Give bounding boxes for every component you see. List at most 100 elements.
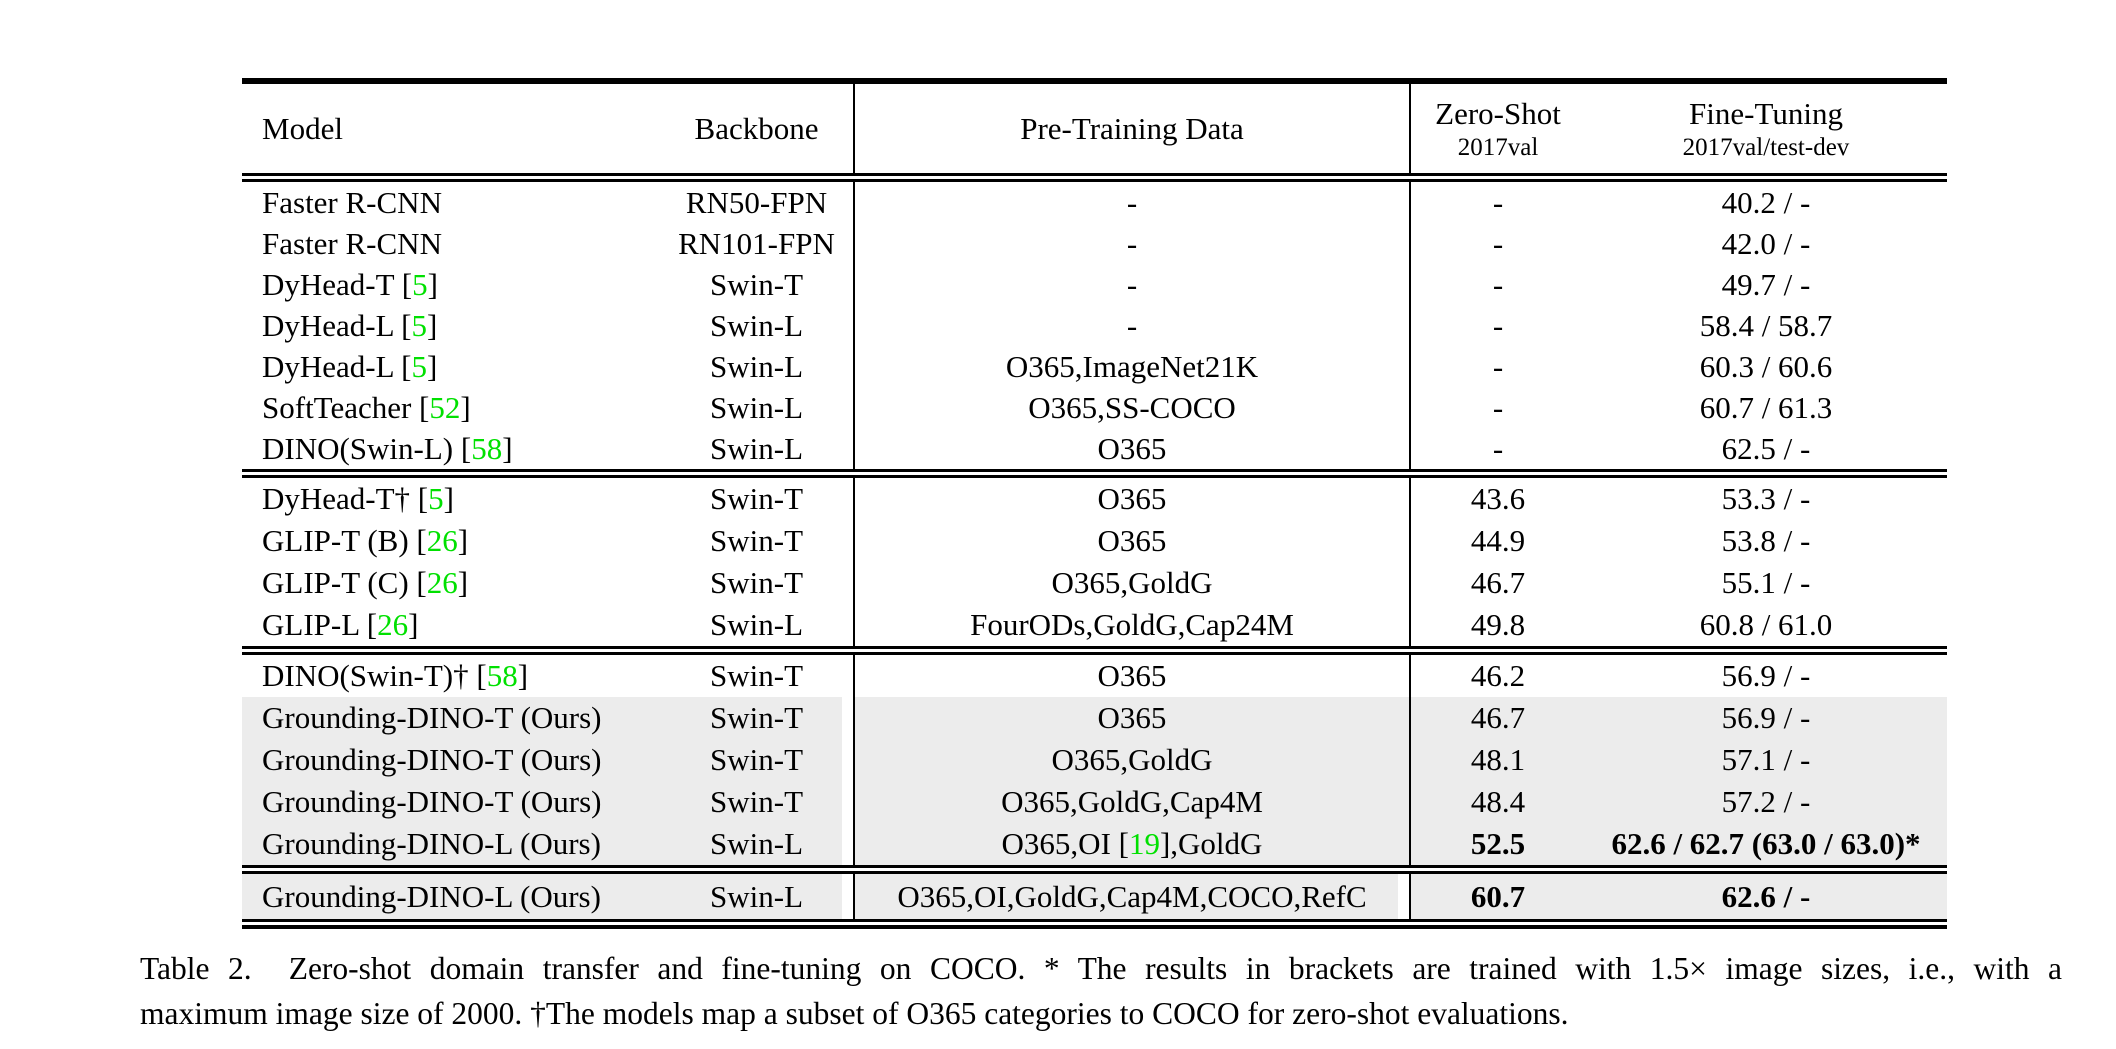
table-caption-line-2: maximum image size of 2000. †The models … <box>140 996 1569 1031</box>
cell-text: ] <box>457 523 469 558</box>
finetuning-cell: 49.7 / - <box>1585 264 1947 305</box>
cell-text: - <box>1492 266 1504 302</box>
section-separator-rule <box>242 646 1947 655</box>
pretraining-cell: O365,OI [19],GoldG <box>853 823 1409 865</box>
citation-ref: 5 <box>428 481 444 516</box>
backbone-cell: Swin-L <box>660 823 853 865</box>
table-row: Grounding-DINO-T (Ours) Swin-T O365,GoldG 4… <box>242 739 1947 781</box>
table-header-row: Model Backbone Pre-Training Data Zero-Sh… <box>242 84 1947 173</box>
cell-text: Grounding-DINO-T (Ours) <box>262 742 602 777</box>
cell-text: DyHead-L [ <box>262 348 412 384</box>
cell-text: ] <box>408 607 419 642</box>
pretraining-cell: - <box>853 182 1409 223</box>
citation-ref: 58 <box>471 430 503 466</box>
table-row: DINO(Swin-T)† [58] Swin-T O365 46.2 56.9 / - <box>242 655 1947 697</box>
citation-ref: 19 <box>1128 826 1160 861</box>
model-cell: DyHead-T† [5] <box>242 478 660 520</box>
cell-text: - <box>1492 389 1504 425</box>
zeroshot-cell: 44.9 <box>1409 520 1585 562</box>
pretraining-cell: O365,OI,GoldG,Cap4M,COCO,RefC <box>853 874 1409 919</box>
citation-ref: 5 <box>411 307 427 343</box>
cell-text: 55.1 / - <box>1721 565 1811 600</box>
zeroshot-cell: 46.2 <box>1409 655 1585 697</box>
model-cell: Grounding-DINO-T (Ours) <box>242 739 660 781</box>
pretraining-cell: O365,GoldG <box>853 562 1409 604</box>
cell-text: Swin-L <box>710 430 803 466</box>
cell-text: O365 <box>1097 700 1167 735</box>
finetuning-cell: 62.6 / - <box>1585 874 1947 919</box>
cell-text: GLIP-L [ <box>262 607 378 642</box>
cell-text: 62.5 / - <box>1721 430 1811 466</box>
cell-text: Swin-L <box>710 826 803 861</box>
cell-text: FourODs,GoldG,Cap24M <box>970 607 1294 642</box>
header-model: Model <box>262 110 343 146</box>
cell-text: Swin-T <box>710 658 803 693</box>
pretraining-cell: O365 <box>853 520 1409 562</box>
model-cell: GLIP-T (B) [26] <box>242 520 660 562</box>
header-backbone: Backbone <box>694 110 819 146</box>
cell-text: Swin-L <box>710 389 803 425</box>
cell-text: - <box>1126 307 1138 343</box>
cell-text: - <box>1126 266 1138 302</box>
backbone-cell: Swin-T <box>660 520 853 562</box>
cell-text: Swin-T <box>710 266 803 302</box>
model-cell: DyHead-L [5] <box>242 305 660 346</box>
cell-text: 40.2 / - <box>1721 184 1811 220</box>
zeroshot-cell: 43.6 <box>1409 478 1585 520</box>
zeroshot-cell: - <box>1409 264 1585 305</box>
finetuning-cell: 53.8 / - <box>1585 520 1947 562</box>
cell-text: GLIP-T (C) [ <box>262 565 427 600</box>
citation-ref: 26 <box>426 523 458 558</box>
cell-text: Grounding-DINO-T (Ours) <box>262 784 602 819</box>
cell-text: - <box>1492 225 1504 261</box>
finetuning-cell: 53.3 / - <box>1585 478 1947 520</box>
model-cell: SoftTeacher [52] <box>242 387 660 428</box>
backbone-cell: Swin-L <box>660 874 853 919</box>
backbone-cell: Swin-L <box>660 604 853 646</box>
cell-text: 52.5 <box>1470 826 1526 861</box>
cell-text: 60.8 / 61.0 <box>1699 607 1833 642</box>
table-top-rule <box>242 78 1947 84</box>
finetuning-cell: 58.4 / 58.7 <box>1585 305 1947 346</box>
zeroshot-cell: 49.8 <box>1409 604 1585 646</box>
cell-text: 49.7 / - <box>1721 266 1811 302</box>
backbone-cell: RN101-FPN <box>660 223 853 264</box>
pretraining-cell: O365,SS-COCO <box>853 387 1409 428</box>
table-row: Grounding-DINO-T (Ours) Swin-T O365 46.7 56.… <box>242 697 1947 739</box>
zeroshot-cell: - <box>1409 387 1585 428</box>
cell-text: - <box>1126 225 1138 261</box>
cell-text: DyHead-T† [ <box>262 481 429 516</box>
backbone-cell: Swin-T <box>660 264 853 305</box>
table-row: DyHead-T† [5] Swin-T O365 43.6 53.3 / - <box>242 478 1947 520</box>
model-cell: Faster R-CNN <box>242 182 660 223</box>
finetuning-cell: 57.2 / - <box>1585 781 1947 823</box>
cell-text: O365,SS-COCO <box>1028 389 1236 425</box>
cell-text: 62.6 / 62.7 (63.0 / 63.0)* <box>1611 826 1921 861</box>
backbone-cell: RN50-FPN <box>660 182 853 223</box>
zeroshot-cell: 48.4 <box>1409 781 1585 823</box>
cell-text: O365,GoldG,Cap4M <box>1001 784 1263 819</box>
citation-ref: 52 <box>429 389 461 425</box>
cell-text: ] <box>443 481 454 516</box>
table-row: Grounding-DINO-L (Ours) Swin-L O365,OI,Gol… <box>242 874 1947 919</box>
finetuning-cell: 55.1 / - <box>1585 562 1947 604</box>
cell-text: ],GoldG <box>1159 826 1263 861</box>
pretraining-cell: - <box>853 223 1409 264</box>
cell-text: O365,GoldG <box>1051 565 1213 600</box>
model-cell: Grounding-DINO-L (Ours) <box>242 874 660 919</box>
cell-text: ] <box>460 389 471 425</box>
cell-text: ] <box>502 430 513 466</box>
cell-text: 56.9 / - <box>1721 658 1811 693</box>
model-cell: DyHead-T [5] <box>242 264 660 305</box>
table-bottom-rule <box>242 919 1947 929</box>
zeroshot-cell: - <box>1409 305 1585 346</box>
citation-ref: 26 <box>426 565 458 600</box>
cell-text: Swin-L <box>710 878 803 914</box>
cell-text: 44.9 <box>1470 523 1526 558</box>
header-finetuning-sub: 2017val/test-dev <box>1682 133 1850 161</box>
cell-text: 46.2 <box>1470 658 1526 693</box>
cell-text: - <box>1492 348 1504 384</box>
finetuning-cell: 42.0 / - <box>1585 223 1947 264</box>
model-cell: DINO(Swin-L) [58] <box>242 428 660 469</box>
results-table: Model Backbone Pre-Training Data Zero-Sh… <box>242 78 1947 929</box>
